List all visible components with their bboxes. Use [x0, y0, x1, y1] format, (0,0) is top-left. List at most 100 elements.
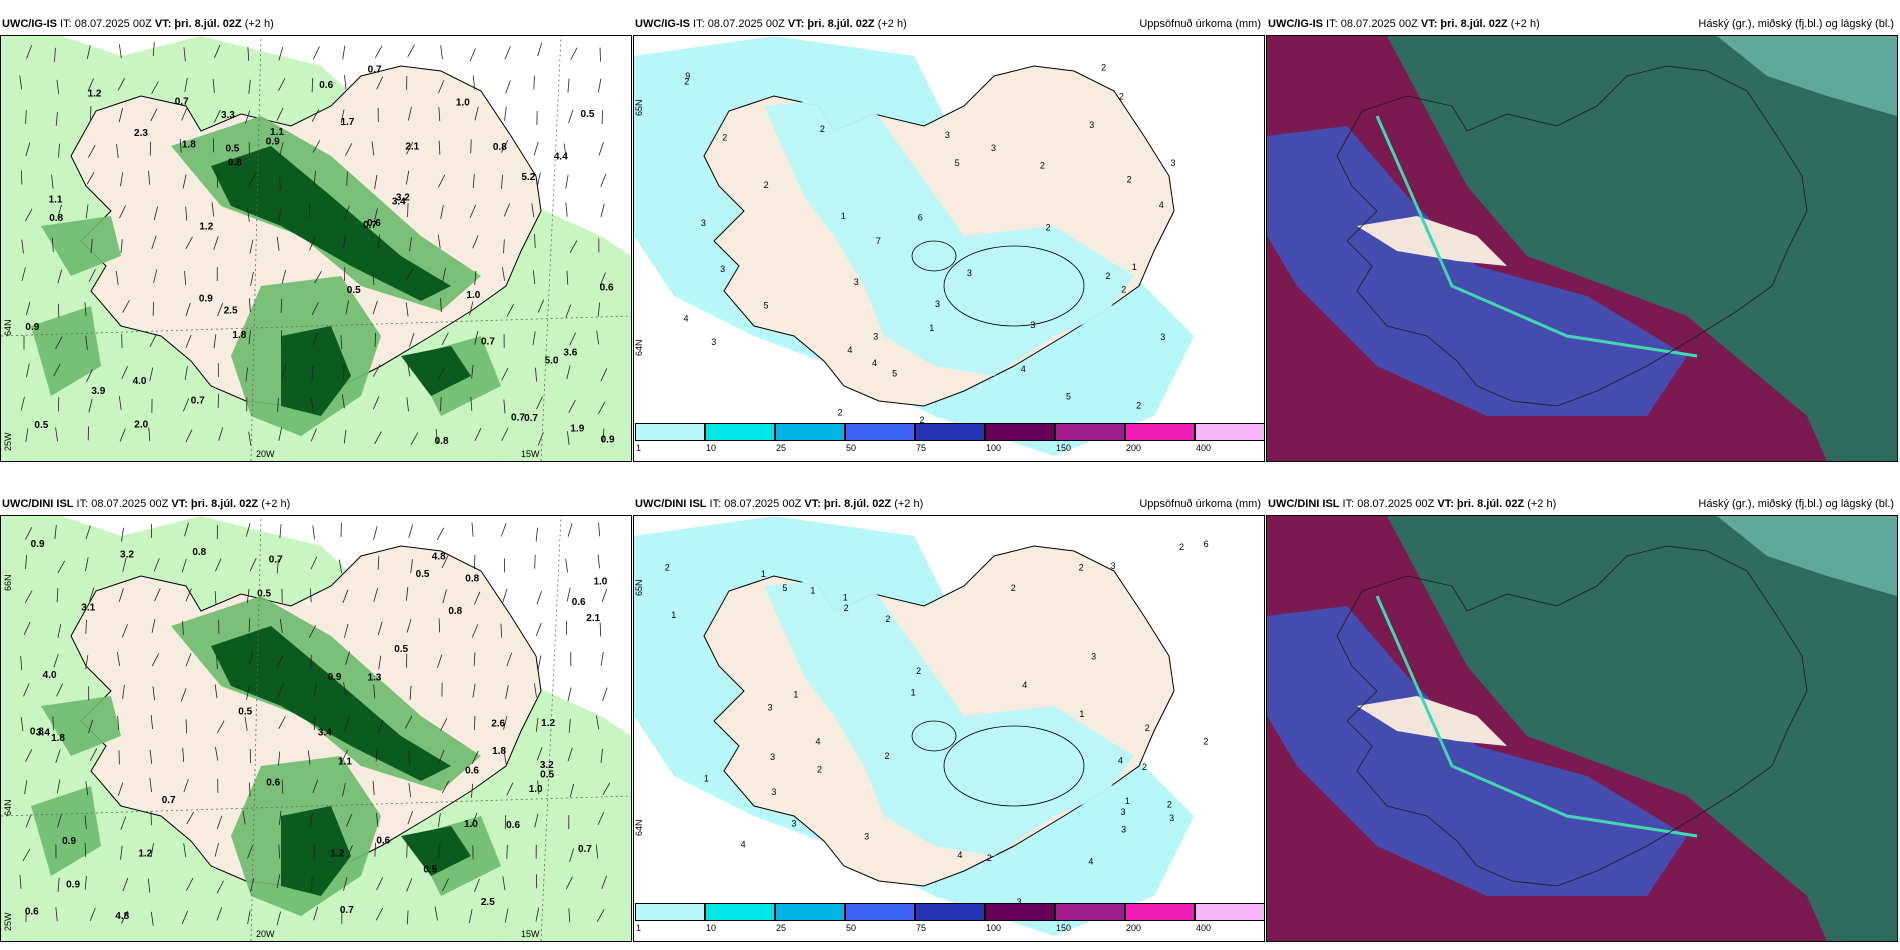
wind-barb	[118, 588, 124, 602]
wind-barb	[245, 367, 248, 382]
colorbar-legend: 1 10 25 50 75 100 150 200 400	[634, 423, 1264, 453]
accum-value: 1	[1125, 796, 1130, 806]
wind-barb	[56, 779, 61, 794]
wind-barb	[407, 362, 411, 377]
wind-barb	[84, 302, 87, 317]
init-time: 08.07.2025 00Z	[1340, 18, 1421, 30]
wind-barb	[276, 655, 284, 669]
wind-barb	[88, 398, 93, 413]
accum-value: 3	[854, 277, 859, 287]
wind-barb	[181, 910, 188, 925]
wind-barb	[409, 237, 412, 252]
wind-barb	[441, 780, 450, 794]
wind-barb	[185, 588, 192, 602]
wind-barb	[311, 302, 319, 316]
wind-barb	[185, 719, 188, 734]
wind-barb	[179, 138, 182, 153]
wind-barb	[115, 270, 119, 285]
colorbar-label: 1	[636, 443, 642, 453]
accum-value: 3	[991, 143, 996, 153]
wind-barb	[57, 269, 63, 284]
precip-value: 1.3	[367, 673, 381, 684]
accum-value: 2	[1203, 737, 1208, 747]
wind-barb	[343, 877, 348, 891]
axis-label-lon: 15W	[521, 449, 540, 459]
wind-barb	[505, 685, 509, 699]
precip-value: 1.0	[466, 290, 480, 301]
wind-barb	[185, 236, 193, 250]
wind-barb	[377, 234, 381, 249]
wind-barb	[345, 300, 349, 315]
wind-barb	[150, 911, 154, 926]
panel-wind-row2: UWC/DINI ISL IT: 08.07.2025 00Z VT: þri.…	[0, 494, 632, 942]
wind-barb	[536, 747, 543, 761]
init-time: 08.07.2025 00Z	[707, 18, 788, 30]
wind-barb	[277, 683, 284, 697]
accum-value: 4	[1021, 364, 1026, 374]
wind-barb	[407, 810, 414, 825]
wind-barb	[404, 715, 413, 729]
wind-barb	[503, 399, 506, 414]
wind-barb	[147, 878, 151, 893]
wind-barb	[85, 781, 89, 796]
wind-barb	[501, 174, 504, 189]
wind-barb	[472, 174, 475, 189]
wind-barb	[313, 845, 316, 860]
wind-barb	[601, 109, 604, 124]
wind-barb	[186, 877, 194, 891]
wind-barb	[375, 812, 379, 827]
precip-value: 0.9	[199, 294, 213, 305]
accum-value: 1	[1132, 262, 1137, 272]
wind-barb	[377, 719, 384, 734]
wind-barb	[55, 749, 61, 763]
wind-barb	[341, 394, 345, 409]
accum-value: 3	[1017, 897, 1022, 907]
accum-value: 4	[872, 358, 877, 368]
precip-value: 1.1	[338, 756, 352, 767]
wind-barb	[276, 107, 284, 121]
wind-barb	[471, 783, 474, 798]
wind-barb	[54, 524, 57, 539]
wind-barb	[281, 363, 287, 378]
precip-value: 2.5	[481, 897, 495, 908]
wind-barb	[372, 364, 381, 377]
wind-barb	[25, 428, 29, 443]
precip-value: 3.4	[318, 728, 332, 739]
wind-barb	[150, 108, 158, 122]
wind-barb	[597, 554, 600, 569]
colorbar-label: 10	[706, 923, 717, 933]
wind-barb	[216, 655, 218, 670]
wind-barb	[441, 332, 449, 346]
precip-value: 0.7	[175, 97, 189, 108]
wind-barb	[345, 813, 353, 827]
precip-value: 0.7	[363, 220, 377, 231]
init-label: IT:	[690, 18, 708, 30]
wind-barb	[56, 79, 60, 94]
accum-value: 3	[1160, 332, 1165, 342]
precip-mid-3	[31, 786, 101, 876]
init-time: 08.07.2025 00Z	[74, 18, 155, 30]
accum-value: 6	[1204, 539, 1209, 549]
wind-barb	[89, 587, 95, 602]
wind-barb	[121, 910, 128, 924]
wind-barb	[148, 170, 151, 185]
colorbar-segment	[705, 903, 775, 921]
wind-barb	[214, 558, 222, 572]
precip-value: 0.8	[30, 727, 44, 738]
wind-barb	[153, 558, 160, 572]
wind-barb	[247, 46, 250, 61]
wind-barb	[249, 782, 251, 797]
colorbar-segment	[1125, 423, 1195, 441]
colorbar-segment	[915, 423, 985, 441]
wind-barb	[311, 398, 314, 413]
accum-value: 3	[791, 819, 796, 829]
wind-barb	[245, 523, 251, 537]
wind-barb	[247, 910, 251, 925]
wind-barb	[314, 270, 322, 284]
accum-value: 1	[793, 689, 798, 699]
wind-barb	[440, 298, 442, 313]
accum-value: 4	[815, 737, 820, 747]
wind-barb	[438, 174, 446, 188]
colorbar-label: 10	[706, 443, 717, 453]
precip-value: 0.7	[511, 412, 525, 423]
